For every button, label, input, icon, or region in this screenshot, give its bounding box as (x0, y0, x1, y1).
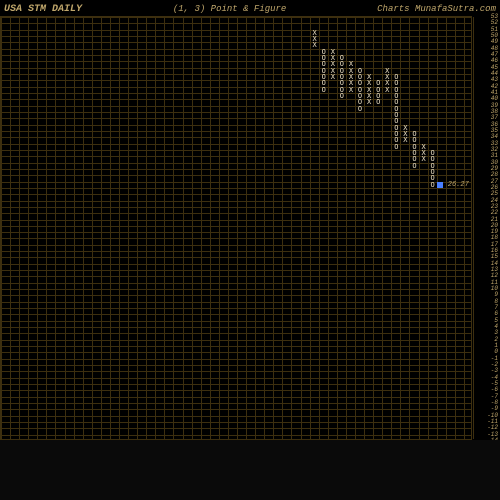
grid-line-v (183, 17, 184, 439)
grid-line-v (37, 17, 38, 439)
grid-line-v (92, 17, 93, 439)
chart-source: Charts MunafaSutra.com (377, 4, 496, 15)
pnf-x-box: X (329, 74, 337, 80)
grid-line-v (119, 17, 120, 439)
chart-title: USA STM DAILY (4, 4, 82, 15)
grid-line-v (173, 17, 174, 439)
grid-line-v (110, 17, 111, 439)
pnf-o-box: O (320, 87, 328, 93)
grid-line-v (128, 17, 129, 439)
current-price-marker (437, 182, 443, 188)
grid-line-v (28, 17, 29, 439)
grid-line-v (273, 17, 274, 439)
pnf-o-box: O (338, 93, 346, 99)
grid-line-v (65, 17, 66, 439)
grid-line-v (228, 17, 229, 439)
pnf-x-box: X (347, 87, 355, 93)
grid-line-v (428, 17, 429, 439)
pnf-x-box: X (420, 156, 428, 162)
grid-line-v (146, 17, 147, 439)
grid-line-v (46, 17, 47, 439)
grid-line-v (282, 17, 283, 439)
chart-subtitle: (1, 3) Point & Figure (173, 4, 286, 15)
grid-line-v (55, 17, 56, 439)
grid-line-v (264, 17, 265, 439)
grid-line-v (464, 17, 465, 439)
grid-line-v (74, 17, 75, 439)
grid-line-v (101, 17, 102, 439)
grid-line-v (455, 17, 456, 439)
grid-line-v (301, 17, 302, 439)
chart-footer (0, 440, 500, 500)
grid-line-v (246, 17, 247, 439)
pnf-x-box: X (311, 42, 319, 48)
grid-line-v (446, 17, 447, 439)
grid-line-v (210, 17, 211, 439)
grid-line-v (164, 17, 165, 439)
pnf-o-box: O (374, 99, 382, 105)
grid-line-v (201, 17, 202, 439)
grid-line-v (10, 17, 11, 439)
grid-line-v (419, 17, 420, 439)
grid-line-v (192, 17, 193, 439)
current-price-label: 26.27 (448, 181, 469, 189)
pnf-o-box: O (410, 163, 418, 169)
grid-line-v (155, 17, 156, 439)
y-axis: 5352515049484746454443424140393837363534… (474, 16, 500, 440)
grid-line-v (19, 17, 20, 439)
grid-line-v (255, 17, 256, 439)
grid-line-v (437, 17, 438, 439)
pnf-o-box: O (356, 106, 364, 112)
grid-line-v (83, 17, 84, 439)
grid-line-v (137, 17, 138, 439)
grid-line-v (328, 17, 329, 439)
pnf-chart-area: XXXOOOOOOOXXXXXOOOOOOOXXXXXOOOOOOOXXXXXO… (0, 16, 472, 440)
grid-line-v (291, 17, 292, 439)
grid-line-v (237, 17, 238, 439)
pnf-x-box: X (383, 87, 391, 93)
grid-line-v (310, 17, 311, 439)
grid-line-v (409, 17, 410, 439)
grid-line-v (1, 17, 2, 439)
pnf-o-box: O (392, 144, 400, 150)
chart-header: USA STM DAILY (1, 3) Point & Figure Char… (4, 4, 496, 15)
pnf-x-box: X (365, 99, 373, 105)
pnf-x-box: X (401, 137, 409, 143)
pnf-o-box: O (429, 182, 437, 188)
grid-line-v (400, 17, 401, 439)
grid-line-v (219, 17, 220, 439)
